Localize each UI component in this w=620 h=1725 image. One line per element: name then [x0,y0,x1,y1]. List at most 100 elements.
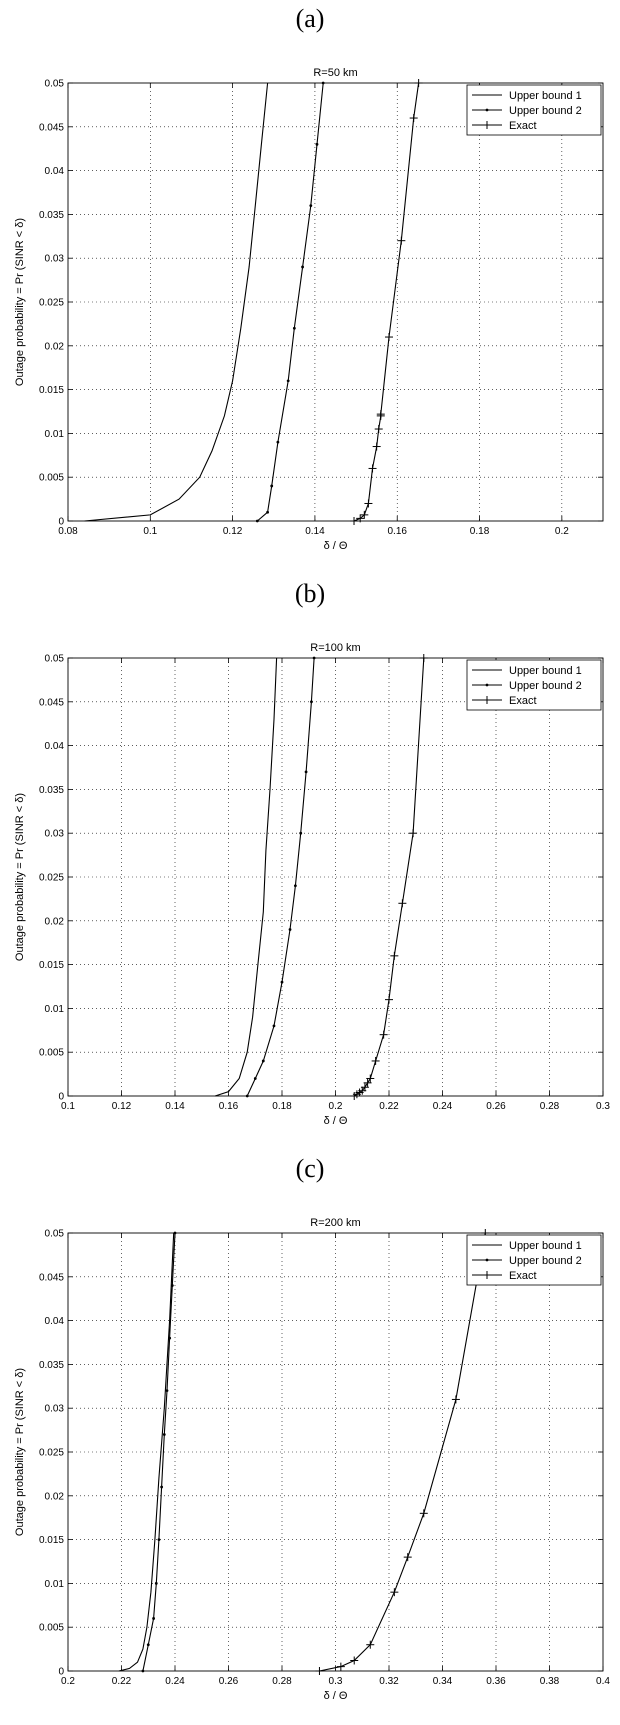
x-tick-label: 0.14 [305,526,325,537]
data-point [288,928,292,931]
series-2 [141,1231,177,1673]
x-tick-label: 0.2 [329,1101,343,1112]
data-point [374,425,383,434]
chart-c: 0.2 0.22 0.24 0.26 0.28 0.3 0.32 0.34 0.36 0.38 0.… [14,1217,610,1702]
ticks: 0.2 0.22 0.24 0.26 0.28 0.3 0.32 0.34 0.36 0.38 0.… [39,1229,610,1688]
series-line [84,82,269,522]
x-tick-label: 0.32 [379,1676,399,1687]
series-1 [84,82,269,522]
data-point [409,829,418,838]
series-line [118,1232,175,1672]
plot-area [68,83,603,521]
x-tick-label: 0.2 [555,526,569,537]
legend-item: Exact [472,120,537,132]
y-tick-label: 0.045 [39,697,64,708]
data-point [403,1553,412,1562]
data-point [266,510,269,514]
ticks: 0.08 0.1 0.12 0.14 0.16 0.18 0.2 0 0.005 0.01 0.01… [39,79,603,537]
data-point [299,831,303,835]
data-point [350,1656,359,1665]
data-point [310,700,313,704]
legend-marker [483,121,491,129]
x-tick-label: 0.36 [486,1676,506,1687]
data-point [390,951,399,960]
data-point [141,1669,145,1673]
legend-item: Upper bound 1 [472,1240,582,1252]
x-axis-label: δ / Θ [324,540,348,552]
grid [68,1233,603,1671]
x-tick-label: 0.08 [58,526,78,537]
y-tick-label: 0 [58,1092,64,1103]
y-tick-label: 0.04 [45,741,65,752]
y-tick-label: 0.02 [45,1491,65,1502]
y-tick-label: 0.01 [45,429,65,440]
x-tick-label: 0.16 [387,526,407,537]
data-point [356,514,365,523]
legend-item: Upper bound 2 [472,105,582,117]
x-tick-label: 0.22 [112,1676,132,1687]
series-3 [350,654,428,1100]
y-tick-label: 0.045 [39,122,64,133]
data-point [315,142,319,146]
data-point [366,1640,375,1649]
legend: Upper bound 1 Upper bound 2 Exact [466,659,602,711]
chart-a: 0.08 0.1 0.12 0.14 0.16 0.18 0.2 0 0.005 0.01 0.01… [14,67,604,552]
y-tick-label: 0.05 [45,79,65,90]
data-point [350,517,359,525]
legend-label: Upper bound 1 [509,1240,582,1252]
data-point [385,995,393,1004]
y-tick-label: 0.04 [45,166,65,177]
x-tick-label: 0.24 [433,1101,453,1112]
x-tick-label: 0.1 [143,526,157,537]
legend: Upper bound 1 Upper bound 2 Exact [466,84,602,136]
y-axis-label: Outage probability = Pr (SINR < δ) [14,793,26,961]
x-tick-label: 0.28 [540,1101,560,1112]
data-point [270,484,274,488]
y-tick-label: 0 [58,1667,64,1678]
y-tick-label: 0.02 [45,341,65,352]
data-point [253,1077,257,1080]
x-tick-label: 0.22 [379,1101,399,1112]
series-1 [118,1232,175,1672]
data-point [272,1024,276,1028]
data-point [301,265,304,269]
series-line [214,657,278,1097]
x-axis-label: δ / Θ [324,1115,348,1127]
data-point [152,1617,156,1620]
x-tick-label: 0.18 [470,526,490,537]
chart-panel-b: (b) 0.1 0.12 0.14 0.16 0.18 0.2 0.22 0.24 0.26 0.… [0,575,620,1150]
data-point [255,519,259,523]
grid [68,658,603,1096]
y-tick-label: 0.015 [39,385,64,396]
x-tick-label: 0.34 [433,1676,453,1687]
data-point [397,236,406,245]
legend-marker [485,683,489,687]
legend-marker [485,108,489,112]
x-tick-label: 0.3 [596,1101,610,1112]
legend-label: Exact [509,1270,537,1282]
legend-marker [483,1271,491,1279]
legend-marker [485,1258,489,1262]
y-axis-label: Outage probability = Pr (SINR < δ) [14,218,26,386]
x-axis-label: δ / Θ [324,1690,348,1702]
axes-frame [67,1232,604,1672]
panel-letter: (b) [294,579,326,608]
data-point [309,204,313,208]
data-point [363,1078,372,1087]
chart-title: R=50 km [313,67,357,79]
legend-label: Upper bound 2 [509,1255,582,1267]
data-point [162,1433,166,1436]
legend-item: Upper bound 2 [472,1255,582,1267]
legend-marker [483,696,491,704]
y-tick-label: 0.005 [39,1048,64,1059]
data-point [451,1395,460,1404]
data-point [292,326,296,330]
data-point [371,1056,380,1065]
data-point [315,1667,324,1675]
data-point [419,1509,428,1518]
axes-frame [67,82,604,522]
data-point [170,1284,174,1287]
x-tick-label: 0.4 [596,1676,610,1687]
x-tick-label: 0.14 [165,1101,185,1112]
data-point [409,114,418,123]
